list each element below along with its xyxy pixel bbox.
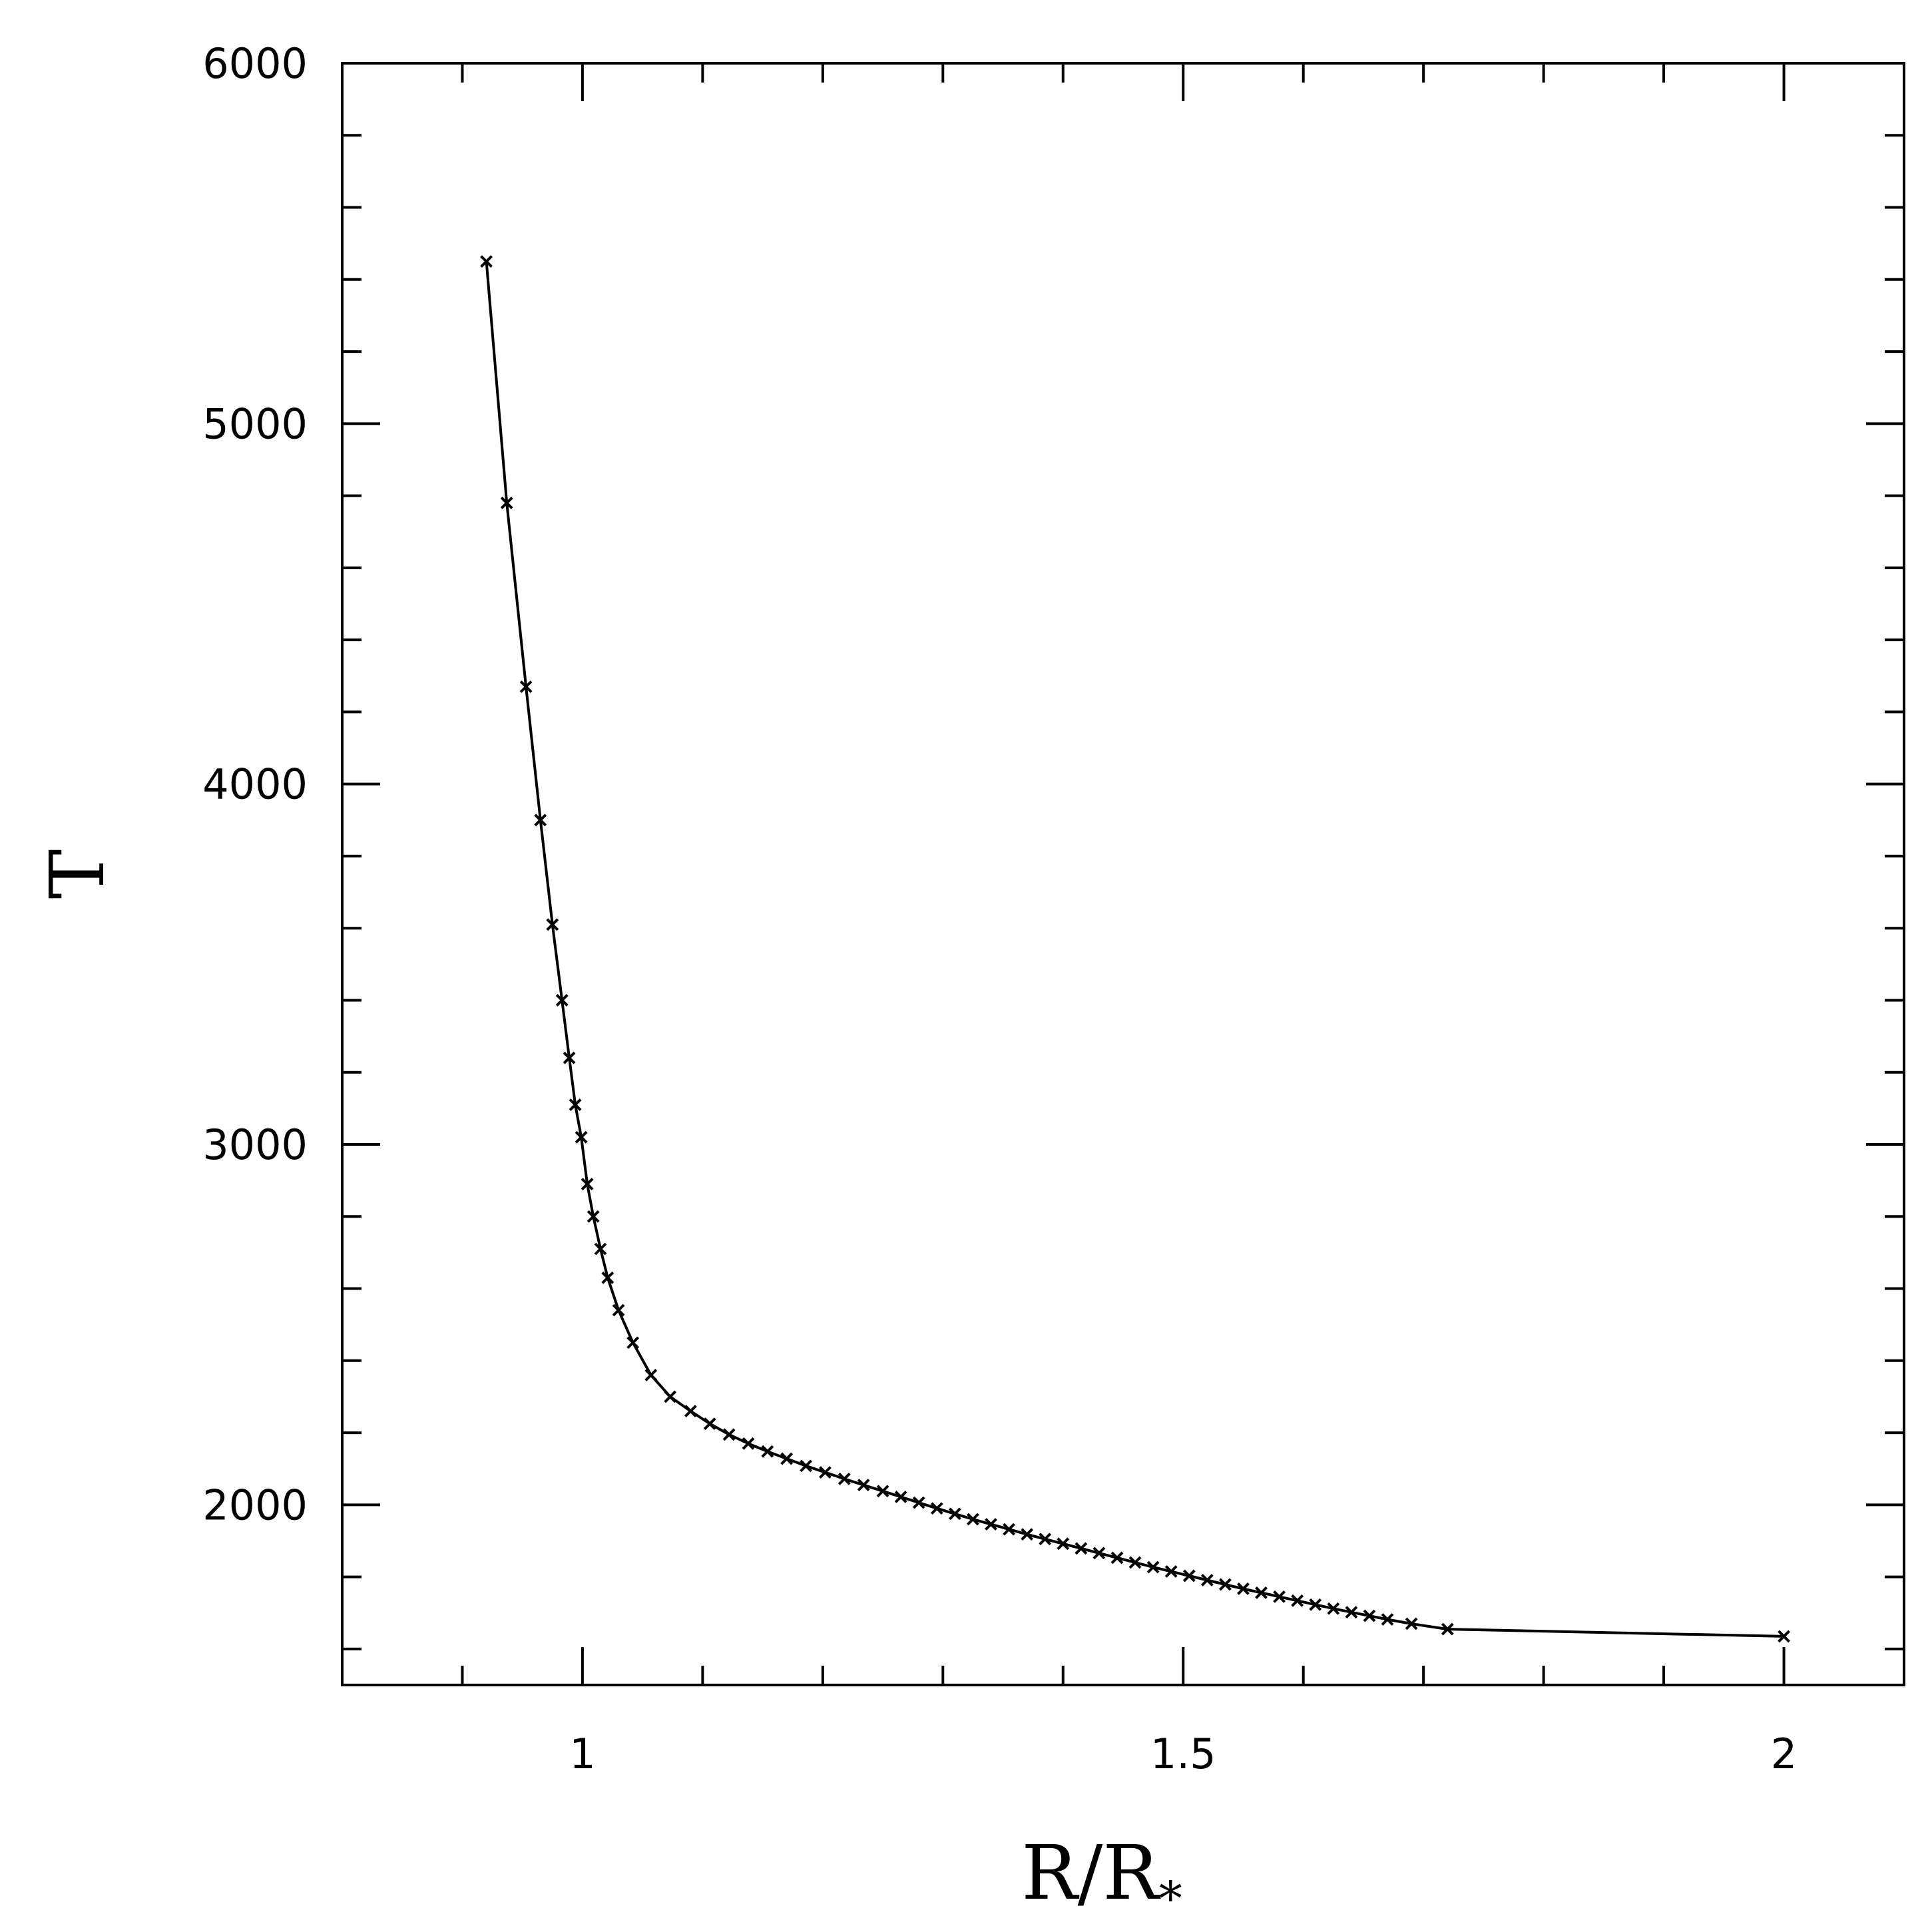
- series-line: [485, 261, 1784, 1638]
- data-point-marker: [626, 1336, 640, 1349]
- data-point-marker: [703, 1417, 716, 1430]
- data-point-marker: [1164, 1565, 1178, 1578]
- y-tick-label: 6000: [202, 39, 308, 88]
- data-point-marker: [819, 1466, 832, 1479]
- data-point-marker: [1309, 1598, 1322, 1611]
- data-point-marker: [985, 1518, 997, 1531]
- data-point-marker: [1778, 1630, 1790, 1643]
- data-point-marker: [1092, 1547, 1106, 1560]
- data-point-marker: [930, 1502, 943, 1515]
- data-point-marker: [1146, 1561, 1160, 1574]
- x-tick-label: 2: [1771, 1730, 1797, 1778]
- data-point-marker: [722, 1428, 736, 1441]
- x-axis-title-main: R/R: [1021, 1830, 1161, 1917]
- data-point-marker: [500, 497, 513, 509]
- data-point-marker: [742, 1437, 755, 1450]
- data-point-marker: [575, 1130, 588, 1144]
- data-point-marker: [1075, 1542, 1088, 1555]
- data-point-marker: [1003, 1523, 1015, 1536]
- x-tick-label: 1: [569, 1730, 595, 1778]
- axis-ticks: [341, 62, 1905, 1685]
- data-point-marker: [761, 1445, 774, 1458]
- data-point-marker: [1291, 1594, 1304, 1607]
- y-tick-label: 2000: [202, 1481, 308, 1529]
- data-point-marker: [1200, 1574, 1214, 1586]
- data-point-marker: [1273, 1590, 1286, 1603]
- data-point-marker: [519, 680, 533, 693]
- data-point-marker: [563, 1051, 576, 1065]
- data-point-marker: [894, 1491, 907, 1503]
- y-tick-label: 3000: [202, 1120, 308, 1169]
- data-point-marker: [1441, 1622, 1454, 1636]
- data-point-marker: [594, 1242, 607, 1256]
- data-point-marker: [1218, 1578, 1232, 1591]
- data-point-marker: [857, 1479, 870, 1491]
- data-point-marker: [664, 1390, 677, 1403]
- data-point-marker: [644, 1369, 658, 1381]
- data-point-marker: [581, 1178, 594, 1190]
- x-axis-title-subscript: *: [1159, 1871, 1182, 1926]
- data-point-marker: [800, 1459, 812, 1473]
- data-point-marker: [1381, 1613, 1394, 1626]
- data-point-marker: [967, 1513, 979, 1526]
- y-tick-label: 5000: [202, 399, 308, 448]
- y-axis-title: T: [35, 849, 121, 899]
- data-point-marker: [1021, 1528, 1034, 1541]
- data-point-marker: [587, 1210, 600, 1223]
- x-tick-label: 1.5: [1150, 1730, 1216, 1778]
- data-point-marker: [1345, 1606, 1358, 1619]
- data-point-marker: [780, 1452, 794, 1465]
- axis-tick-labels: 1 1.5 2 2000 3000 4000 5000 6000: [202, 39, 1797, 1778]
- data-point-marker: [480, 255, 493, 268]
- data-point-marker: [948, 1507, 961, 1521]
- y-tick-label: 4000: [202, 760, 308, 809]
- data-point-marker: [1363, 1609, 1376, 1622]
- data-point-marker: [612, 1304, 625, 1317]
- data-point-marker: [1182, 1569, 1196, 1582]
- data-point-marker: [876, 1485, 889, 1498]
- data-point-marker: [1057, 1537, 1070, 1551]
- data-point-marker: [569, 1098, 582, 1111]
- data-point-marker: [555, 994, 569, 1007]
- data-series: [480, 255, 1790, 1643]
- plot-frame: [341, 62, 1905, 1686]
- data-point-marker: [684, 1405, 697, 1418]
- data-point-marker: [1405, 1617, 1418, 1630]
- data-point-marker: [546, 918, 559, 931]
- data-point-marker: [1327, 1602, 1340, 1615]
- data-point-marker: [1128, 1556, 1142, 1569]
- data-point-marker: [534, 814, 547, 827]
- data-point-marker: [838, 1472, 851, 1485]
- data-point-marker: [1255, 1586, 1268, 1599]
- data-point-marker: [1110, 1551, 1124, 1565]
- data-point-marker: [1039, 1533, 1052, 1546]
- data-point-marker: [601, 1271, 614, 1284]
- data-point-marker: [912, 1496, 925, 1509]
- x-axis-title: R/R*: [1021, 1830, 1182, 1926]
- data-point-marker: [1237, 1582, 1250, 1595]
